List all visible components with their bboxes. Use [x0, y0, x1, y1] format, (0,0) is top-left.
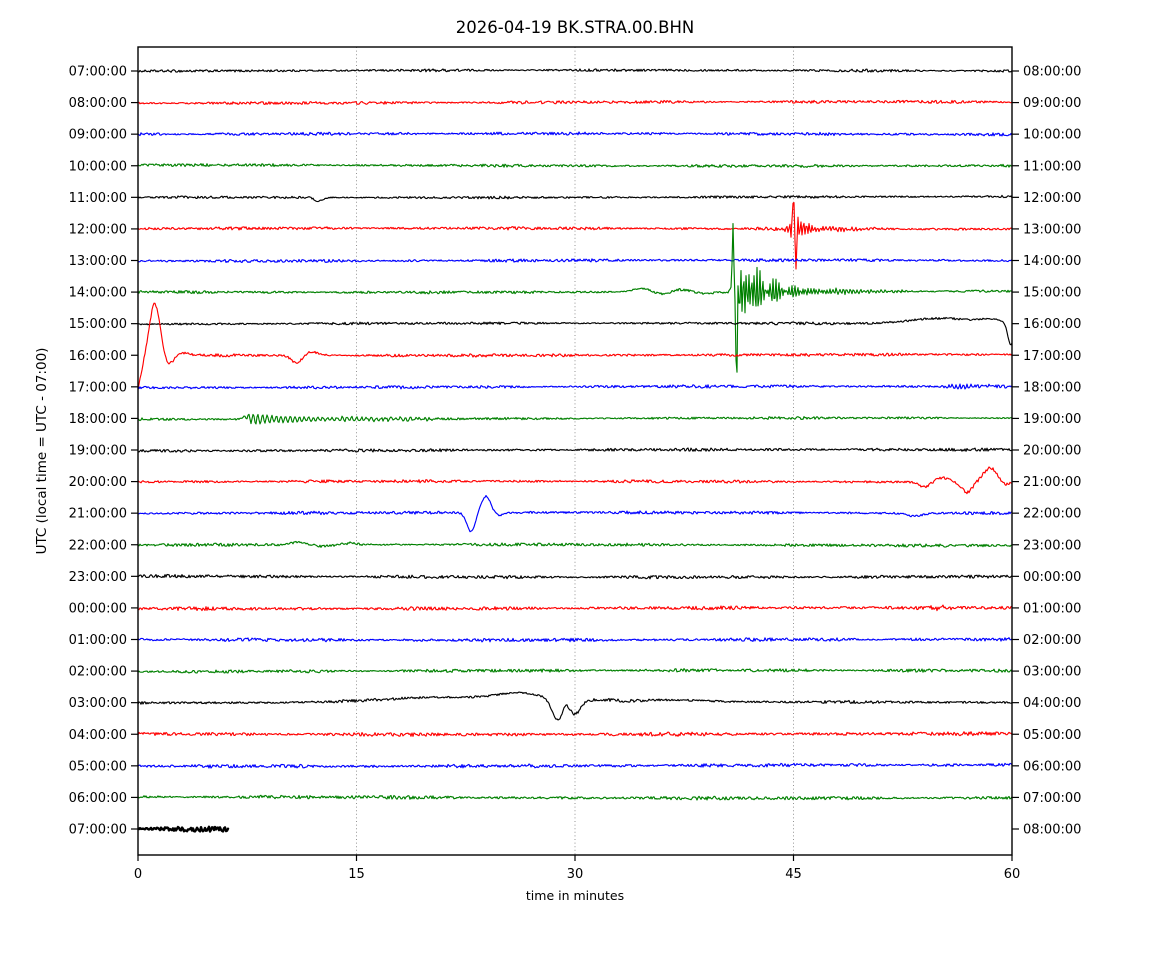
local-time-label-21: 05:00:00 — [1023, 728, 1081, 743]
utc-time-label-24: 07:00:00 — [69, 823, 127, 838]
x-tick-label-0: 0 — [134, 867, 142, 882]
local-time-label-24: 08:00:00 — [1023, 823, 1081, 838]
axis-layer: 07:00:00 08:00:00 08:00:00 09:00:00 09:00:00… — [69, 46, 1081, 882]
trace-utc-200000 — [137, 466, 1013, 495]
local-time-label-19: 03:00:00 — [1023, 665, 1081, 680]
utc-time-label-19: 02:00:00 — [69, 665, 127, 680]
utc-time-label-14: 21:00:00 — [69, 507, 127, 522]
local-time-label-12: 20:00:00 — [1023, 444, 1081, 459]
local-time-label-9: 17:00:00 — [1023, 349, 1081, 364]
trace-utc-050000 — [137, 762, 1013, 769]
utc-time-label-18: 01:00:00 — [69, 633, 127, 648]
local-time-label-8: 16:00:00 — [1023, 317, 1081, 332]
trace-utc-090000 — [137, 131, 1013, 137]
utc-time-label-3: 10:00:00 — [69, 159, 127, 174]
trace-utc-000000 — [137, 604, 1013, 612]
utc-time-label-1: 08:00:00 — [69, 96, 127, 111]
trace-utc-060000 — [137, 794, 1013, 801]
trace-utc-140000 — [137, 223, 1013, 373]
local-time-label-17: 01:00:00 — [1023, 601, 1081, 616]
trace-utc-110000 — [137, 194, 1013, 203]
local-time-label-3: 11:00:00 — [1023, 159, 1081, 174]
chart-title: 2026-04-19 BK.STRA.00.BHN — [456, 18, 694, 37]
local-time-label-11: 19:00:00 — [1023, 412, 1081, 427]
trace-utc-130000 — [137, 258, 1013, 264]
x-tick-label-60: 60 — [1004, 867, 1021, 882]
trace-utc-120000 — [137, 202, 1013, 270]
utc-time-label-7: 14:00:00 — [69, 286, 127, 301]
local-time-label-1: 09:00:00 — [1023, 96, 1081, 111]
x-tick-label-45: 45 — [785, 867, 802, 882]
utc-time-label-11: 18:00:00 — [69, 412, 127, 427]
trace-utc-070000 — [137, 825, 230, 833]
local-time-label-16: 00:00:00 — [1023, 570, 1081, 585]
utc-time-label-23: 06:00:00 — [69, 791, 127, 806]
utc-time-label-13: 20:00:00 — [69, 475, 127, 490]
local-time-label-20: 04:00:00 — [1023, 696, 1081, 711]
x-axis-label: time in minutes — [526, 888, 624, 903]
local-time-label-5: 13:00:00 — [1023, 222, 1081, 237]
trace-utc-160000 — [137, 302, 1013, 391]
utc-time-label-12: 19:00:00 — [69, 444, 127, 459]
utc-time-label-0: 07:00:00 — [69, 65, 127, 80]
utc-time-label-22: 05:00:00 — [69, 759, 127, 774]
trace-utc-040000 — [137, 731, 1013, 737]
local-time-label-0: 08:00:00 — [1023, 65, 1081, 80]
x-tick-label-15: 15 — [348, 867, 365, 882]
trace-layer — [137, 68, 1013, 833]
local-time-label-23: 07:00:00 — [1023, 791, 1081, 806]
trace-utc-100000 — [137, 163, 1013, 168]
utc-time-label-17: 00:00:00 — [69, 601, 127, 616]
local-time-label-7: 15:00:00 — [1023, 286, 1081, 301]
trace-utc-070000 — [137, 68, 1013, 73]
local-time-label-22: 06:00:00 — [1023, 759, 1081, 774]
trace-utc-020000 — [137, 668, 1013, 674]
utc-time-label-15: 22:00:00 — [69, 538, 127, 553]
trace-utc-220000 — [137, 540, 1013, 548]
local-time-label-6: 14:00:00 — [1023, 254, 1081, 269]
local-time-label-2: 10:00:00 — [1023, 128, 1081, 143]
local-time-label-4: 12:00:00 — [1023, 191, 1081, 206]
utc-time-label-10: 17:00:00 — [69, 380, 127, 395]
local-time-label-18: 02:00:00 — [1023, 633, 1081, 648]
trace-utc-150000 — [137, 316, 1013, 346]
trace-utc-230000 — [137, 573, 1013, 580]
utc-time-label-21: 04:00:00 — [69, 728, 127, 743]
trace-utc-030000 — [137, 691, 1013, 721]
utc-time-label-16: 23:00:00 — [69, 570, 127, 585]
trace-utc-080000 — [137, 99, 1013, 106]
trace-utc-190000 — [137, 447, 1013, 453]
local-time-label-14: 22:00:00 — [1023, 507, 1081, 522]
x-tick-label-30: 30 — [567, 867, 584, 882]
trace-utc-010000 — [137, 637, 1013, 643]
utc-time-label-2: 09:00:00 — [69, 128, 127, 143]
utc-time-label-5: 12:00:00 — [69, 222, 127, 237]
utc-time-label-6: 13:00:00 — [69, 254, 127, 269]
local-time-label-10: 18:00:00 — [1023, 380, 1081, 395]
utc-time-label-4: 11:00:00 — [69, 191, 127, 206]
local-time-label-15: 23:00:00 — [1023, 538, 1081, 553]
trace-utc-210000 — [137, 494, 1013, 533]
trace-utc-180000 — [137, 413, 1013, 425]
trace-utc-170000 — [137, 383, 1013, 390]
utc-time-label-20: 03:00:00 — [69, 696, 127, 711]
y-axis-label: UTC (local time = UTC - 07:00) — [34, 348, 50, 555]
utc-time-label-8: 15:00:00 — [69, 317, 127, 332]
utc-time-label-9: 16:00:00 — [69, 349, 127, 364]
grid-layer — [356, 47, 794, 855]
local-time-label-13: 21:00:00 — [1023, 475, 1081, 490]
